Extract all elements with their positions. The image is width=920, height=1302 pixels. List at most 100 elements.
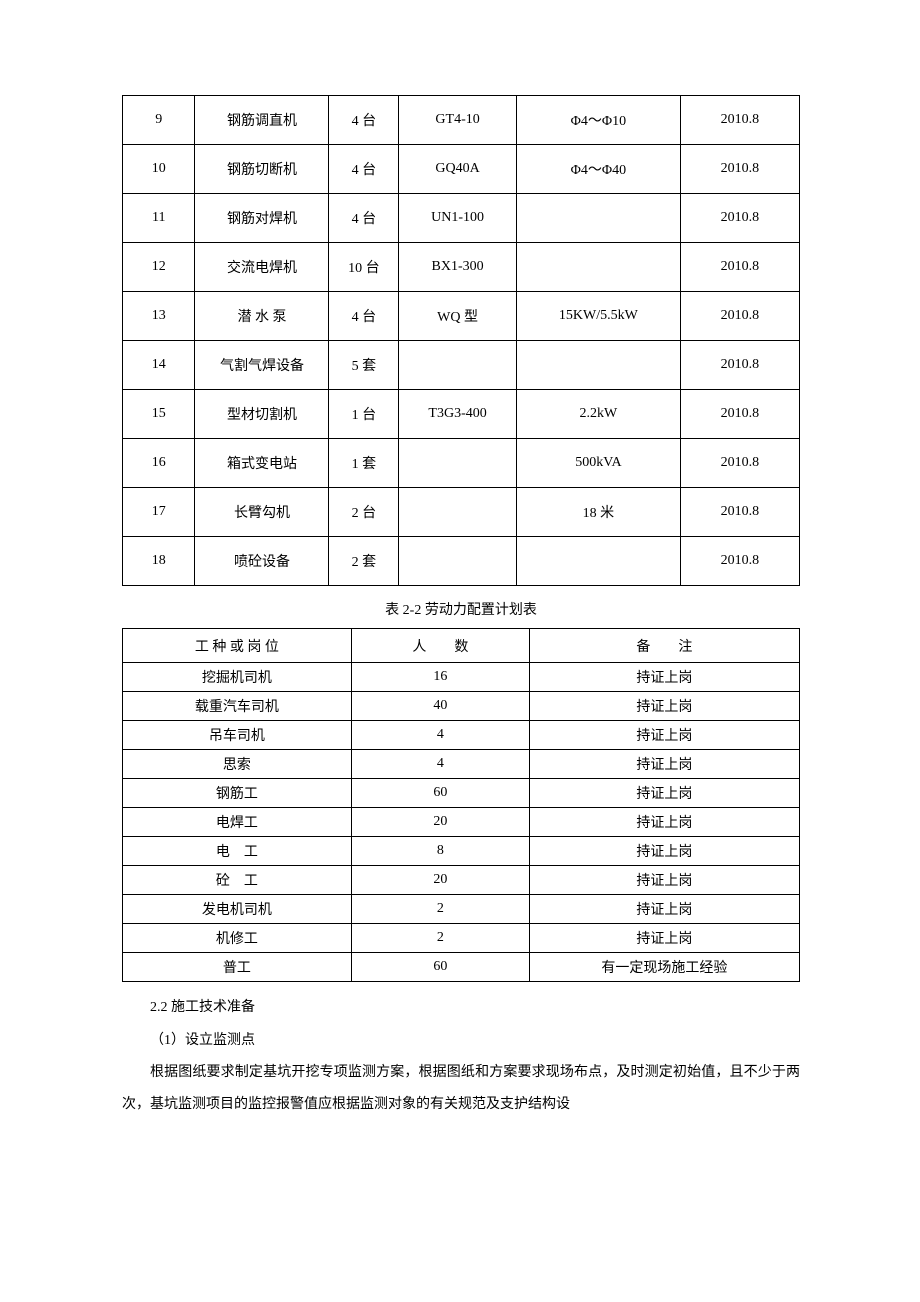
cell: 钢筋工 (123, 779, 352, 808)
table-row: 9 钢筋调直机 4 台 GT4-10 Φ4～Φ10 2010.8 (123, 96, 800, 145)
cell (516, 537, 680, 586)
cell: 1 套 (329, 439, 399, 488)
cell: 长臂勾机 (195, 488, 329, 537)
paragraph-text: 根据图纸要求制定基坑开挖专项监测方案，根据图纸和方案要求现场布点，及时测定初始值… (122, 1057, 800, 1121)
cell: 持证上岗 (529, 750, 799, 779)
cell (399, 537, 517, 586)
cell (516, 341, 680, 390)
cell: 13 (123, 292, 195, 341)
cell: 喷砼设备 (195, 537, 329, 586)
cell: 持证上岗 (529, 692, 799, 721)
cell: 4 台 (329, 96, 399, 145)
cell: 18 米 (516, 488, 680, 537)
cell: 15KW/5.5kW (516, 292, 680, 341)
cell: Φ4～Φ40 (516, 145, 680, 194)
cell: 2010.8 (680, 537, 799, 586)
cell: 16 (351, 663, 529, 692)
cell: 2010.8 (680, 292, 799, 341)
table-row: 挖掘机司机 16 持证上岗 (123, 663, 800, 692)
table-row: 电 工 8 持证上岗 (123, 837, 800, 866)
cell: 60 (351, 779, 529, 808)
cell: 持证上岗 (529, 808, 799, 837)
cell: 500kVA (516, 439, 680, 488)
table-row: 12 交流电焊机 10 台 BX1-300 2010.8 (123, 243, 800, 292)
cell: 持证上岗 (529, 663, 799, 692)
document-page: 9 钢筋调直机 4 台 GT4-10 Φ4～Φ10 2010.8 10 钢筋切断… (0, 0, 920, 1201)
cell: WQ 型 (399, 292, 517, 341)
cell: 2010.8 (680, 145, 799, 194)
labor-table: 工 种 或 岗 位 人 数 备 注 挖掘机司机 16 持证上岗 载重汽车司机 4… (122, 628, 800, 982)
cell: Φ4～Φ10 (516, 96, 680, 145)
cell: 箱式变电站 (195, 439, 329, 488)
cell: 8 (351, 837, 529, 866)
table-row: 普工 60 有一定现场施工经验 (123, 953, 800, 982)
cell: 潜 水 泵 (195, 292, 329, 341)
cell: 4 (351, 750, 529, 779)
cell (399, 439, 517, 488)
cell: GQ40A (399, 145, 517, 194)
table-row: 电焊工 20 持证上岗 (123, 808, 800, 837)
body-paragraphs: 2.2 施工技术准备 （1）设立监测点 根据图纸要求制定基坑开挖专项监测方案，根… (122, 992, 800, 1121)
table-row: 11 钢筋对焊机 4 台 UN1-100 2010.8 (123, 194, 800, 243)
cell: 16 (123, 439, 195, 488)
table-row: 15 型材切割机 1 台 T3G3-400 2.2kW 2010.8 (123, 390, 800, 439)
table-row: 13 潜 水 泵 4 台 WQ 型 15KW/5.5kW 2010.8 (123, 292, 800, 341)
cell: 钢筋调直机 (195, 96, 329, 145)
cell: 15 (123, 390, 195, 439)
cell: 电焊工 (123, 808, 352, 837)
cell: 2 套 (329, 537, 399, 586)
cell: 挖掘机司机 (123, 663, 352, 692)
table-row: 14 气割气焊设备 5 套 2010.8 (123, 341, 800, 390)
cell: 2010.8 (680, 439, 799, 488)
cell: 2010.8 (680, 96, 799, 145)
cell: 4 台 (329, 292, 399, 341)
cell: 机修工 (123, 924, 352, 953)
cell: 气割气焊设备 (195, 341, 329, 390)
cell: 持证上岗 (529, 837, 799, 866)
cell (399, 341, 517, 390)
table-row: 钢筋工 60 持证上岗 (123, 779, 800, 808)
cell: 40 (351, 692, 529, 721)
cell (516, 243, 680, 292)
table-row: 发电机司机 2 持证上岗 (123, 895, 800, 924)
cell: GT4-10 (399, 96, 517, 145)
table-row: 机修工 2 持证上岗 (123, 924, 800, 953)
cell: 5 套 (329, 341, 399, 390)
cell: 20 (351, 808, 529, 837)
cell: T3G3-400 (399, 390, 517, 439)
cell: 钢筋对焊机 (195, 194, 329, 243)
cell: 2 (351, 924, 529, 953)
cell: 2010.8 (680, 390, 799, 439)
cell: 4 台 (329, 145, 399, 194)
table-row: 17 长臂勾机 2 台 18 米 2010.8 (123, 488, 800, 537)
table-row: 思索 4 持证上岗 (123, 750, 800, 779)
cell: 思索 (123, 750, 352, 779)
table-row: 砼 工 20 持证上岗 (123, 866, 800, 895)
cell: 2010.8 (680, 243, 799, 292)
cell: 20 (351, 866, 529, 895)
cell: 砼 工 (123, 866, 352, 895)
cell (516, 194, 680, 243)
table-row: 10 钢筋切断机 4 台 GQ40A Φ4～Φ40 2010.8 (123, 145, 800, 194)
cell: 有一定现场施工经验 (529, 953, 799, 982)
equipment-table: 9 钢筋调直机 4 台 GT4-10 Φ4～Φ10 2010.8 10 钢筋切断… (122, 95, 800, 586)
cell: 吊车司机 (123, 721, 352, 750)
cell: 发电机司机 (123, 895, 352, 924)
cell: 18 (123, 537, 195, 586)
header-cell: 备 注 (529, 629, 799, 663)
cell: 60 (351, 953, 529, 982)
cell: UN1-100 (399, 194, 517, 243)
cell: 10 台 (329, 243, 399, 292)
table-row: 16 箱式变电站 1 套 500kVA 2010.8 (123, 439, 800, 488)
cell: 钢筋切断机 (195, 145, 329, 194)
table-header-row: 工 种 或 岗 位 人 数 备 注 (123, 629, 800, 663)
cell: 持证上岗 (529, 721, 799, 750)
subsection-heading: （1）设立监测点 (122, 1025, 800, 1057)
cell: 2 台 (329, 488, 399, 537)
cell: 2.2kW (516, 390, 680, 439)
cell: 持证上岗 (529, 895, 799, 924)
cell: 2010.8 (680, 488, 799, 537)
cell: 4 台 (329, 194, 399, 243)
section-heading: 2.2 施工技术准备 (122, 992, 800, 1024)
cell: 2010.8 (680, 194, 799, 243)
